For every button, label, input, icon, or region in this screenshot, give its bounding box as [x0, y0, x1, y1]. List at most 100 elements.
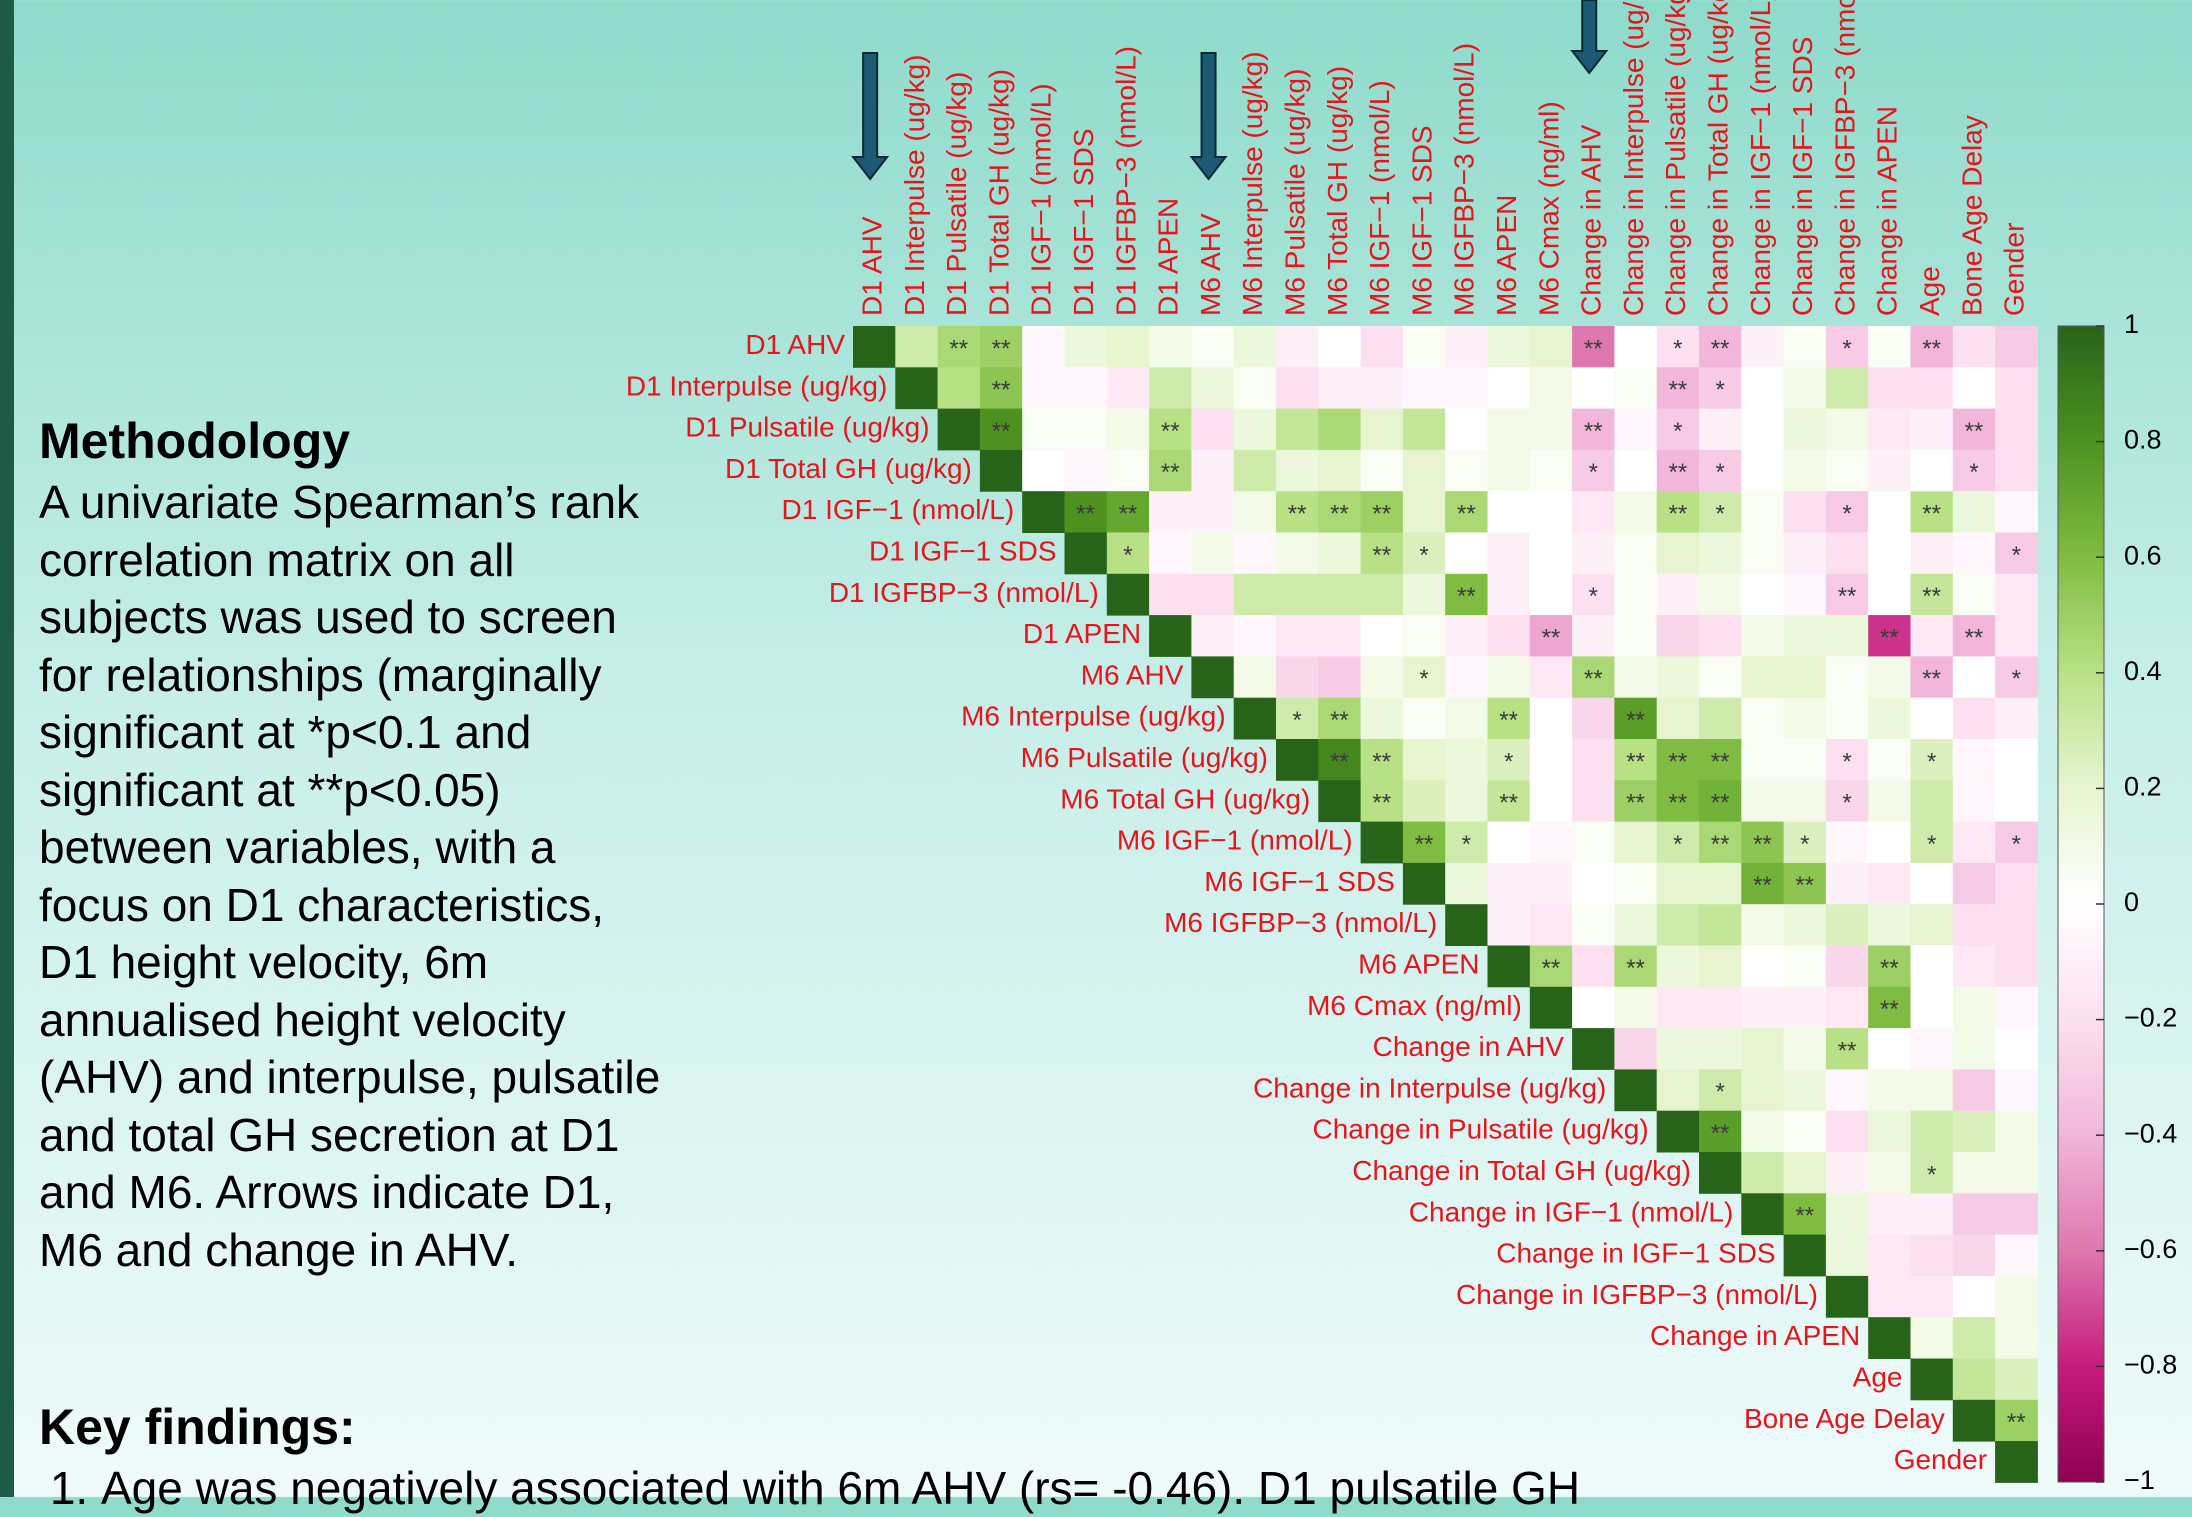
border: [0, 0, 14, 1497]
heatmap-cell: [1445, 491, 1488, 533]
column-label: D1 Total GH (ug/kg): [983, 69, 1014, 316]
column-label: Age: [1914, 266, 1945, 316]
significance-label: **: [1880, 955, 1899, 982]
colorbar-tick-label: −0.8: [2124, 1350, 2177, 1380]
column-label: M6 IGF−1 SDS: [1406, 125, 1437, 316]
heatmap-cell: [1783, 945, 1827, 988]
heatmap-cell: [1656, 1069, 1700, 1112]
heatmap-cell: [1699, 739, 1742, 781]
heatmap-cell: [1868, 904, 1911, 946]
heatmap-cell: [1445, 780, 1488, 823]
heatmap-cell: [1868, 326, 1911, 368]
row-label: M6 Cmax (ng/ml): [1307, 990, 1522, 1021]
significance-label: *: [1419, 666, 1428, 693]
heatmap-cell: [1572, 780, 1615, 823]
heatmap-cell: [1360, 408, 1404, 451]
heatmap-cell: [1572, 739, 1615, 781]
heatmap-cell: [1699, 1069, 1742, 1112]
heatmap-cell: [1318, 408, 1362, 451]
heatmap-cell: [1022, 326, 1065, 368]
row-label: Change in Interpulse (ug/kg): [1253, 1072, 1606, 1103]
heatmap-cell: [1699, 945, 1742, 988]
column-label: M6 Cmax (ng/ml): [1533, 101, 1564, 316]
heatmap-cell: [1952, 532, 1996, 575]
heatmap-cell: [1487, 326, 1531, 368]
heatmap-cell: [1614, 945, 1658, 988]
heatmap-cell: [1614, 449, 1658, 492]
heatmap-cell: [1910, 904, 1954, 946]
colorbar-tick-label: −0.2: [2124, 1003, 2177, 1033]
heatmap-cell: [1825, 1069, 1869, 1112]
heatmap-cell: [1952, 491, 1996, 533]
heatmap-cell: [937, 408, 981, 451]
heatmap-cell: [1699, 1110, 1742, 1153]
heatmap-cell: [1825, 1234, 1869, 1277]
heatmap-cell: [1868, 986, 1911, 1029]
heatmap-cell: [1741, 1069, 1785, 1112]
colorbar-tick-label: 0: [2124, 887, 2139, 917]
significance-label: **: [1584, 418, 1603, 445]
column-label: Change in IGFBP−3 (nmol/L): [1829, 0, 1860, 316]
heatmap-cell: [1825, 739, 1869, 781]
heatmap-cell: [1952, 573, 1996, 616]
heatmap-cell: [1572, 367, 1615, 410]
heatmap-cell: [1656, 904, 1700, 946]
heatmap-cell: [1233, 408, 1277, 451]
heatmap-cell: [1699, 326, 1742, 368]
heatmap-cell: [1656, 532, 1700, 575]
heatmap-cell: [1952, 326, 1996, 368]
heatmap-cell: [1656, 780, 1700, 823]
heatmap-cell: [1825, 697, 1869, 740]
significance-label: **: [1457, 583, 1476, 610]
heatmap-cell: [1783, 532, 1827, 575]
heatmap-cell: [1868, 739, 1911, 781]
heatmap-cell: [1910, 862, 1954, 905]
heatmap-cell: [1868, 1152, 1911, 1194]
heatmap-cell: [1656, 615, 1700, 657]
heatmap-cell: [1233, 615, 1277, 657]
row-label: D1 IGFBP−3 (nmol/L): [829, 577, 1099, 608]
heatmap-cell: [1910, 1275, 1954, 1318]
heatmap-cell: [1445, 697, 1488, 740]
significance-label: **: [1626, 748, 1645, 775]
heatmap-cell: [1487, 821, 1531, 864]
heatmap-cell: [1572, 821, 1615, 864]
heatmap-cell: [1318, 656, 1362, 699]
heatmap-cell: [1952, 1358, 1996, 1401]
heatmap-cell: [1656, 326, 1700, 368]
heatmap-cell: [1614, 326, 1658, 368]
row-label: D1 IGF−1 SDS: [869, 536, 1057, 567]
heatmap-cell: [1360, 367, 1404, 410]
heatmap-cell: [1445, 656, 1488, 699]
heatmap-cell: [1825, 326, 1869, 368]
heatmap-cell: [1656, 367, 1700, 410]
heatmap-cell: [1910, 573, 1954, 616]
heatmap-cell: [1614, 532, 1658, 575]
significance-label: *: [1842, 790, 1851, 817]
heatmap-cell: [1783, 780, 1827, 823]
heatmap-cell: [1995, 656, 2038, 699]
heatmap-cell: [1572, 1028, 1615, 1070]
heatmap-cell: [1868, 408, 1911, 451]
colorbar-tick-label: 0.4: [2124, 656, 2162, 686]
heatmap-cell: [1529, 408, 1573, 451]
significance-label: *: [1673, 335, 1682, 362]
significance-label: **: [1711, 748, 1730, 775]
significance-label: **: [1372, 748, 1391, 775]
heatmap-cell: [1699, 573, 1742, 616]
heatmap-cell: [937, 326, 981, 368]
heatmap-cell: [1868, 1069, 1911, 1112]
heatmap-cell: [1572, 697, 1615, 740]
significance-label: *: [1462, 831, 1471, 858]
significance-label: **: [1119, 500, 1138, 527]
heatmap-cell: [1360, 780, 1404, 823]
heatmap-cell: [1445, 408, 1488, 451]
heatmap-cell: [1952, 821, 1996, 864]
heatmap-cell: [1572, 904, 1615, 946]
heatmap-cell: [1741, 945, 1785, 988]
heatmap-cell: [1910, 449, 1954, 492]
significance-label: **: [1711, 335, 1730, 362]
heatmap-cell: [1910, 986, 1954, 1029]
heatmap-cell: [1995, 573, 2038, 616]
heatmap-cell: [1783, 615, 1827, 657]
